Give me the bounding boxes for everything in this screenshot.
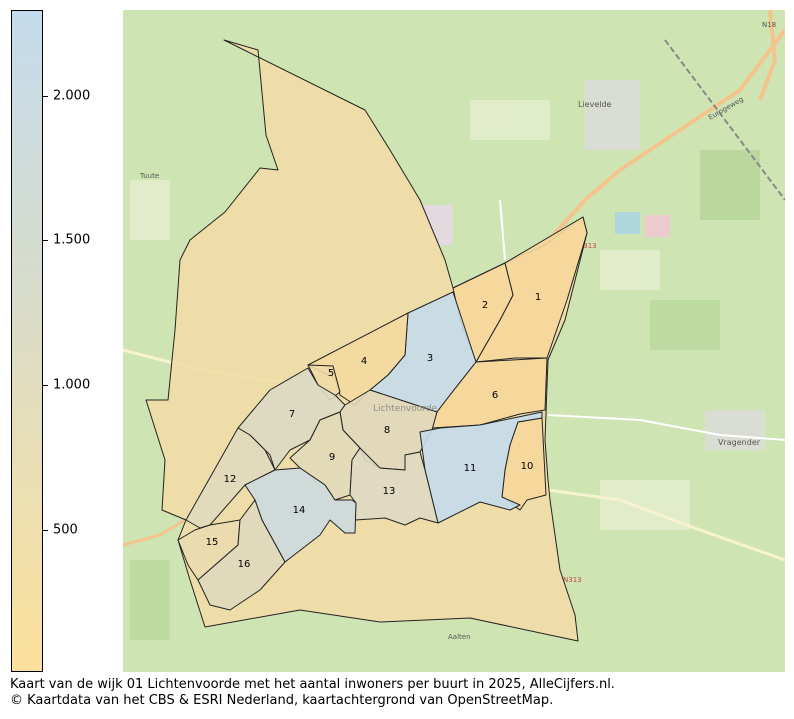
- region-label: 16: [238, 559, 251, 570]
- region-label: 8: [384, 425, 390, 436]
- region-label: 7: [289, 409, 295, 420]
- region-16[interactable]: [197, 499, 286, 611]
- place-label-lievelde: Lievelde: [578, 100, 612, 109]
- road-label-n313: N313: [563, 576, 582, 584]
- region-label: 10: [521, 461, 534, 472]
- colorbar-tick-label: 1.000: [53, 377, 91, 393]
- colorbar-legend: [11, 10, 43, 672]
- colorbar-tick: [43, 385, 48, 386]
- colorbar-tick-label: 1.500: [53, 232, 91, 248]
- region-11[interactable]: [419, 411, 543, 524]
- region-label: 1: [535, 292, 541, 303]
- colorbar-tick-label: 2.000: [53, 88, 91, 104]
- region-label: 12: [224, 474, 237, 485]
- map-attribution: © Kaartdata van het CBS & ESRI Nederland…: [10, 693, 554, 708]
- map-view[interactable]: Lievelde Vragender Tuute N18 N313 N313 A…: [123, 10, 785, 672]
- region-label: 11: [464, 463, 477, 474]
- colorbar-tick: [43, 240, 48, 241]
- basemap-fields: [130, 80, 765, 640]
- region-label: 13: [383, 486, 396, 497]
- region-label: 5: [328, 368, 334, 379]
- region-label: 3: [427, 353, 433, 364]
- region-labels: 1 2 3 4 5 6 7 8 9 10 11 12 13 14 15 16: [206, 292, 542, 570]
- road-label-n313: N313: [578, 242, 597, 250]
- colorbar-tick: [43, 530, 48, 531]
- region-label: 2: [482, 300, 488, 311]
- region-label: 9: [329, 452, 335, 463]
- place-label-tuute: Tuute: [139, 172, 159, 180]
- region-label: 4: [361, 356, 367, 367]
- colorbar-tick-label: 500: [53, 522, 78, 538]
- region-label: 15: [206, 537, 219, 548]
- place-label-aalten: Aalten: [448, 633, 471, 641]
- map-caption: Kaart van de wijk 01 Lichtenvoorde met h…: [10, 677, 615, 692]
- region-label: 14: [293, 505, 306, 516]
- region-label: 6: [492, 390, 498, 401]
- place-label-lichtenvoorde: Lichtenvoorde: [373, 404, 438, 414]
- road-label-n18: N18: [762, 21, 776, 29]
- place-label-vragender: Vragender: [718, 438, 761, 447]
- map-svg: Lievelde Vragender Tuute N18 N313 N313 A…: [123, 10, 785, 672]
- colorbar-tick: [43, 96, 48, 97]
